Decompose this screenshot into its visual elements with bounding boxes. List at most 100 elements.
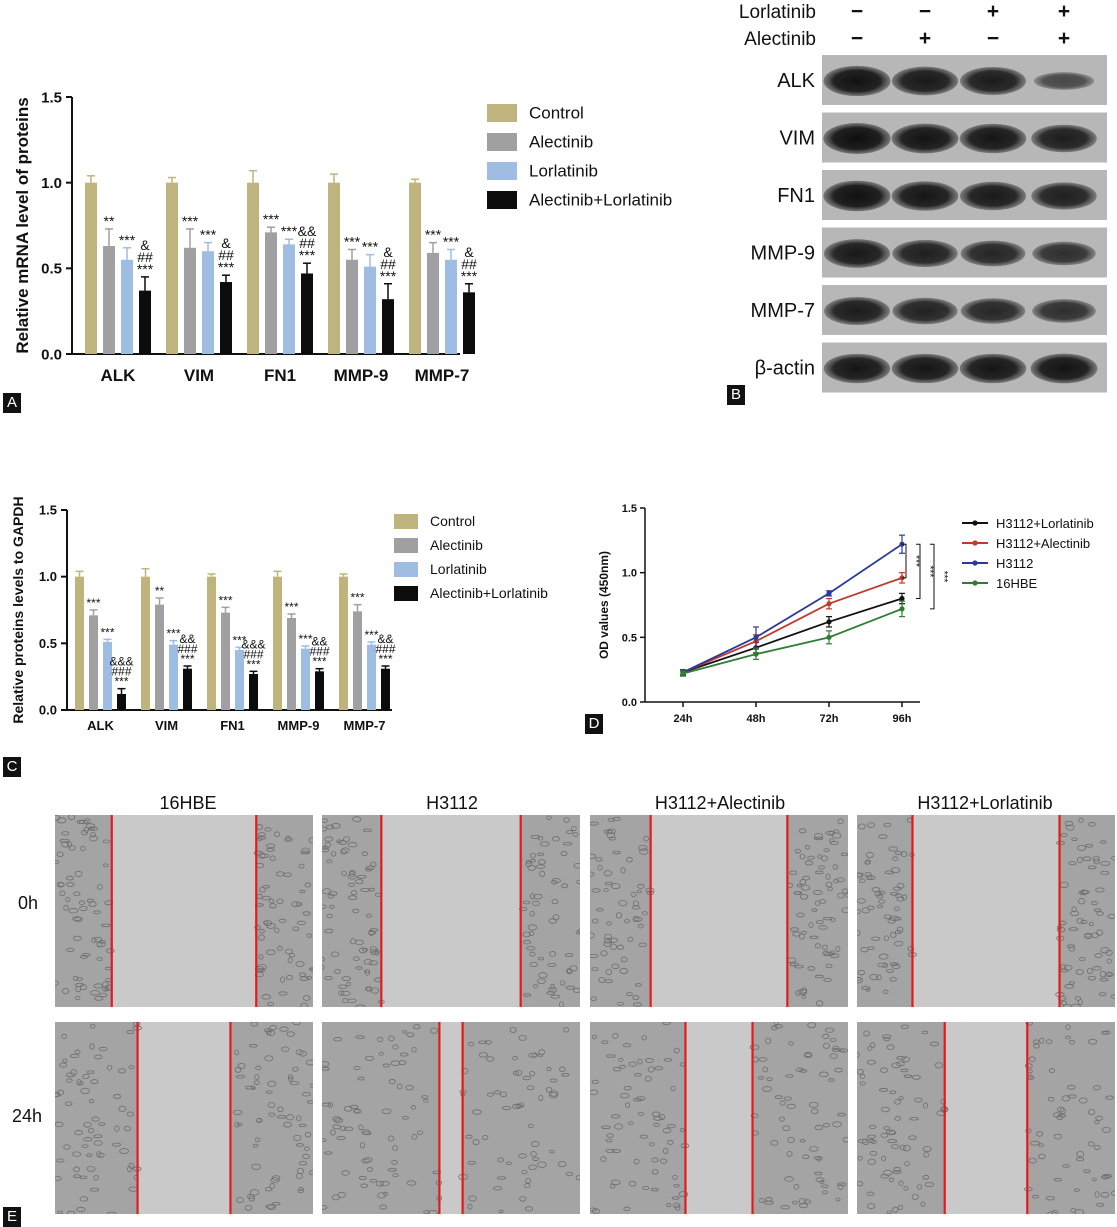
chart-a-significance-label: *** bbox=[281, 223, 298, 239]
scratch-cell bbox=[1065, 824, 1075, 831]
scratch-cell bbox=[306, 933, 312, 938]
scratch-cell bbox=[340, 847, 350, 854]
scratch-cell bbox=[644, 1075, 652, 1082]
scratch-cell bbox=[277, 945, 283, 951]
scratch-cell bbox=[364, 1055, 375, 1061]
panel-label-d: D bbox=[585, 714, 603, 734]
chart-d-y-tick-label: 1.5 bbox=[622, 503, 637, 515]
scratch-cell bbox=[128, 1162, 135, 1169]
scratch-cell bbox=[1094, 1191, 1100, 1198]
scratch-cell bbox=[1095, 1115, 1104, 1121]
scratch-cell bbox=[658, 1114, 666, 1121]
scratch-cell bbox=[545, 1086, 553, 1093]
scratch-cell bbox=[830, 917, 836, 922]
scratch-cell bbox=[821, 1184, 829, 1188]
scratch-cell bbox=[835, 945, 841, 953]
scratch-cell bbox=[591, 888, 601, 893]
scratch-cell bbox=[835, 1197, 841, 1202]
scratch-cell bbox=[1047, 1096, 1055, 1102]
scratch-cell bbox=[829, 1037, 837, 1043]
scratch-cell bbox=[818, 865, 825, 870]
blot-band bbox=[1031, 124, 1097, 153]
scratch-cell bbox=[1087, 975, 1097, 981]
scratch-cell bbox=[618, 900, 628, 907]
scratch-cell bbox=[611, 1148, 621, 1153]
scratch-cell bbox=[299, 889, 306, 894]
scratch-cell bbox=[861, 907, 870, 914]
scratch-cell bbox=[423, 1210, 431, 1214]
panel-label-e: E bbox=[3, 1207, 21, 1227]
scratch-cell bbox=[758, 1076, 765, 1080]
scratch-cell bbox=[236, 1197, 245, 1204]
scratch-cell bbox=[894, 1099, 901, 1105]
chart-a-significance-label: *** bbox=[425, 227, 442, 243]
chart-a-bar bbox=[463, 292, 475, 354]
chart-d-significance-bracket bbox=[930, 543, 935, 610]
scratch-cell bbox=[836, 1182, 847, 1187]
scratch-cell bbox=[1086, 967, 1094, 975]
blot-treatment-sign: + bbox=[1058, 27, 1070, 50]
scratch-cell bbox=[326, 859, 333, 864]
scratch-cell bbox=[331, 851, 337, 857]
scratch-cell bbox=[399, 1052, 409, 1057]
scratch-cell bbox=[245, 1085, 255, 1090]
scratch-cell bbox=[263, 920, 269, 925]
scratch-cell bbox=[1079, 956, 1086, 962]
scratch-cell bbox=[341, 990, 351, 996]
scratch-cell bbox=[334, 969, 341, 974]
scratch-cell bbox=[765, 1037, 772, 1045]
scratch-cell bbox=[804, 844, 811, 850]
scratch-cell bbox=[1080, 919, 1088, 924]
scratch-cell bbox=[1110, 1190, 1115, 1196]
scratch-cell bbox=[824, 1027, 835, 1033]
chart-a-significance-label: ## bbox=[380, 256, 396, 272]
scratch-cell bbox=[606, 1054, 616, 1058]
scratch-cell bbox=[604, 881, 614, 886]
chart-a-legend-swatch bbox=[487, 162, 517, 180]
scratch-cell bbox=[1078, 1097, 1088, 1104]
scratch-cell bbox=[890, 867, 901, 873]
scratch-cell bbox=[620, 867, 626, 874]
scratch-cell bbox=[867, 1134, 877, 1139]
scratch-cell bbox=[889, 976, 897, 982]
chart-c-bar bbox=[353, 611, 362, 710]
scratch-cell bbox=[861, 986, 871, 991]
scratch-cell bbox=[891, 1062, 901, 1069]
scratch-cell bbox=[74, 916, 83, 923]
scratch-cell bbox=[61, 831, 70, 836]
scratch-cell bbox=[618, 1057, 624, 1062]
scratch-cell bbox=[348, 882, 356, 887]
scratch-cell bbox=[663, 1058, 673, 1062]
blot-protein-label: β-actin bbox=[755, 358, 815, 380]
scratch-cell bbox=[65, 1078, 73, 1083]
chart-c-bar bbox=[207, 576, 216, 710]
chart-c-significance-label: ### bbox=[111, 665, 131, 679]
scratch-cell bbox=[907, 946, 915, 952]
scratch-cell bbox=[565, 1171, 574, 1177]
chart-a-bar bbox=[265, 232, 277, 354]
scratch-cell bbox=[1092, 966, 1102, 971]
scratch-cell bbox=[673, 1183, 680, 1188]
scratch-cell bbox=[76, 1079, 82, 1086]
scratch-cell bbox=[298, 1123, 307, 1128]
scratch-cell bbox=[72, 975, 79, 981]
scratch-cell bbox=[80, 845, 86, 852]
blot-treatment-label: Lorlatinib bbox=[739, 2, 816, 23]
chart-a-significance-label: *** bbox=[218, 259, 235, 275]
chart-a-bar bbox=[184, 247, 196, 354]
scratch-cell bbox=[799, 1139, 806, 1143]
chart-c-significance-label: *** bbox=[114, 675, 128, 689]
scratch-cell bbox=[784, 1176, 794, 1182]
scratch-cell bbox=[1070, 910, 1080, 917]
scratch-cell bbox=[79, 905, 88, 911]
scratch-cell bbox=[838, 1048, 845, 1053]
blot-band bbox=[823, 65, 891, 97]
scratch-cell bbox=[857, 872, 864, 879]
scratch-cell bbox=[324, 928, 334, 934]
scratch-cell bbox=[530, 834, 541, 839]
scratch-cell bbox=[378, 1051, 384, 1056]
scratch-cell bbox=[770, 1140, 779, 1146]
chart-c-significance-label: ### bbox=[375, 642, 395, 656]
chart-c-significance-label: *** bbox=[100, 625, 114, 639]
scratch-cell bbox=[289, 1081, 299, 1086]
